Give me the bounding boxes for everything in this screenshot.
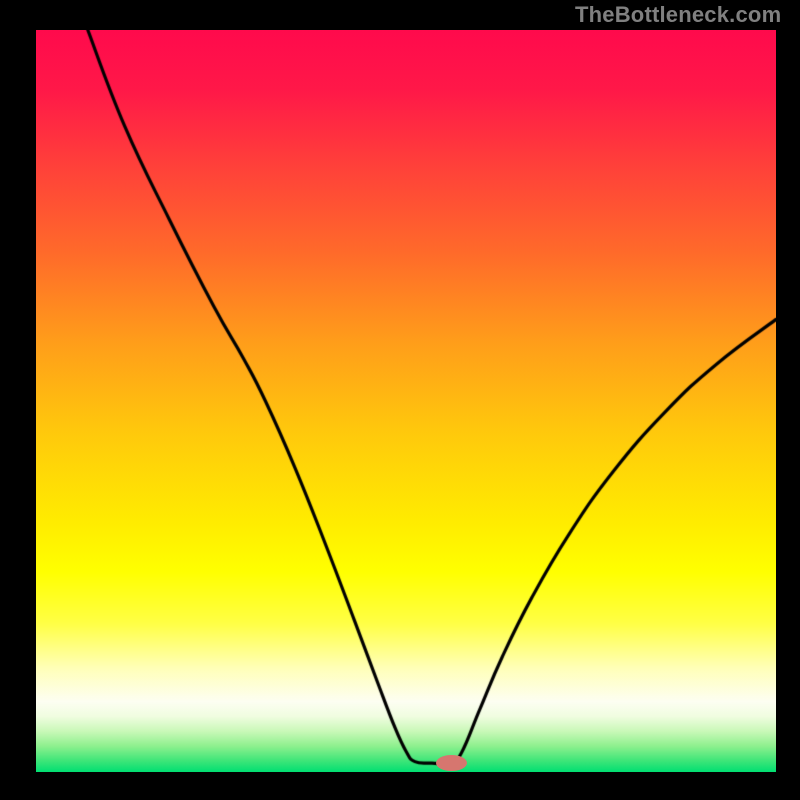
bottleneck-curve-chart (36, 30, 776, 772)
chart-root: TheBottleneck.com (0, 0, 800, 800)
watermark-text: TheBottleneck.com (575, 2, 781, 28)
